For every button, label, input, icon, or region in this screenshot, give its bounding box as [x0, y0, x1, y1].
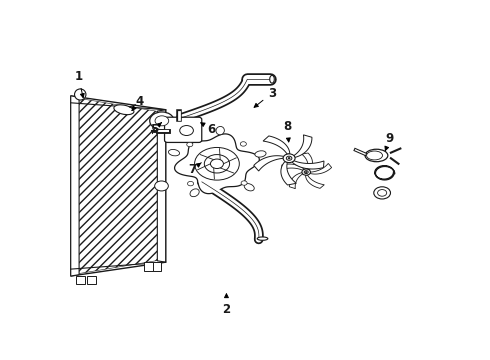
Bar: [144, 262, 153, 270]
Text: 5: 5: [150, 123, 161, 136]
Text: 3: 3: [254, 87, 276, 107]
Bar: [87, 276, 96, 284]
Circle shape: [240, 142, 246, 146]
Circle shape: [378, 190, 387, 196]
Bar: [151, 262, 161, 270]
Circle shape: [286, 156, 292, 160]
Text: 4: 4: [132, 95, 143, 111]
FancyBboxPatch shape: [165, 117, 202, 143]
Circle shape: [187, 142, 193, 147]
Circle shape: [288, 158, 290, 159]
Text: 7: 7: [188, 163, 201, 176]
Polygon shape: [157, 110, 166, 262]
Circle shape: [241, 181, 247, 185]
Polygon shape: [174, 134, 259, 194]
Polygon shape: [281, 161, 296, 185]
Polygon shape: [71, 96, 166, 276]
Polygon shape: [281, 164, 304, 170]
Ellipse shape: [365, 149, 388, 162]
Circle shape: [180, 126, 194, 135]
Ellipse shape: [244, 184, 254, 191]
Ellipse shape: [190, 189, 199, 197]
Text: 9: 9: [385, 132, 394, 151]
Polygon shape: [294, 135, 312, 157]
Polygon shape: [302, 153, 313, 170]
Circle shape: [155, 181, 169, 191]
Circle shape: [283, 154, 295, 163]
Circle shape: [210, 159, 223, 168]
Ellipse shape: [216, 126, 224, 135]
Ellipse shape: [270, 75, 274, 83]
Circle shape: [304, 171, 308, 174]
Ellipse shape: [255, 151, 266, 157]
Text: 2: 2: [222, 294, 230, 316]
Ellipse shape: [74, 89, 86, 100]
Polygon shape: [289, 173, 303, 189]
Polygon shape: [76, 98, 160, 274]
Circle shape: [150, 112, 174, 130]
Circle shape: [204, 154, 230, 173]
Circle shape: [195, 148, 239, 180]
Text: 6: 6: [201, 123, 216, 136]
Ellipse shape: [169, 149, 179, 156]
Polygon shape: [306, 175, 324, 188]
Ellipse shape: [114, 105, 134, 114]
Polygon shape: [263, 136, 290, 154]
Ellipse shape: [367, 151, 383, 160]
Polygon shape: [254, 156, 284, 171]
Circle shape: [188, 181, 194, 186]
Text: 8: 8: [283, 120, 292, 142]
Ellipse shape: [257, 237, 268, 240]
Polygon shape: [310, 163, 332, 174]
Bar: [75, 276, 85, 284]
Circle shape: [302, 169, 311, 175]
Polygon shape: [71, 96, 79, 276]
Circle shape: [374, 187, 391, 199]
Circle shape: [155, 116, 169, 126]
Polygon shape: [292, 161, 324, 169]
Text: 1: 1: [74, 70, 84, 98]
